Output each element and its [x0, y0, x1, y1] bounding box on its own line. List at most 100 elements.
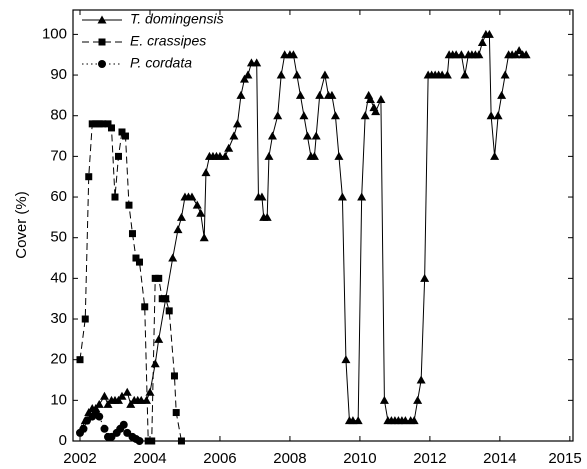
data-point [229, 131, 239, 140]
series-line [79, 123, 182, 442]
x-tick-label: 2012 [413, 450, 446, 467]
data-point [264, 151, 274, 160]
data-point [292, 70, 302, 79]
data-point [132, 254, 140, 262]
legend-label: P. cordata [130, 55, 192, 71]
data-point [309, 151, 319, 160]
y-tick-label: 10 [50, 391, 67, 408]
legend-label: T. domingensis [130, 11, 224, 27]
data-point [500, 70, 510, 79]
data-point [173, 225, 183, 234]
data-point [460, 70, 470, 79]
data-point [81, 315, 89, 323]
y-tick-label: 60 [50, 188, 67, 205]
data-point [172, 409, 180, 417]
data-point [521, 50, 531, 59]
y-tick-label: 0 [59, 432, 67, 449]
data-point [155, 274, 163, 282]
data-point [187, 192, 197, 201]
data-point [360, 111, 370, 120]
data-point [514, 46, 524, 55]
y-tick-label: 100 [42, 25, 67, 42]
data-point [99, 391, 109, 400]
series-line [81, 33, 527, 429]
data-point [177, 437, 185, 445]
data-point [236, 90, 246, 99]
data-point [196, 208, 206, 217]
x-tick-label: 2014 [483, 450, 516, 467]
data-point [141, 395, 151, 404]
data-point [220, 151, 230, 160]
data-point [477, 38, 487, 47]
data-point [490, 151, 500, 160]
data-point [420, 273, 430, 282]
data-point [456, 50, 466, 59]
data-point [262, 212, 272, 221]
data-point [135, 437, 144, 445]
data-point [243, 70, 253, 79]
data-point [302, 131, 312, 140]
data-point [371, 107, 381, 116]
data-point [103, 399, 113, 408]
data-point [95, 412, 104, 421]
data-point [330, 111, 340, 120]
y-tick-label: 40 [50, 269, 67, 286]
data-point [413, 395, 423, 404]
data-point [150, 359, 160, 368]
data-point [125, 201, 133, 209]
data-point [111, 193, 119, 201]
data-point [257, 192, 267, 201]
y-tick-label: 20 [50, 351, 67, 368]
data-point [288, 50, 298, 59]
data-point [416, 375, 426, 384]
data-point [484, 29, 494, 38]
data-point [76, 356, 84, 364]
data-point [168, 253, 178, 262]
data-point [511, 50, 521, 59]
data-point [341, 355, 351, 364]
y-tick-label: 70 [50, 147, 67, 164]
data-point [276, 70, 286, 79]
data-point [376, 94, 386, 103]
data-point [320, 70, 330, 79]
y-tick-label: 90 [50, 66, 67, 83]
x-tick-label: 2008 [273, 450, 306, 467]
data-point [327, 90, 337, 99]
data-point [113, 395, 123, 404]
y-tick-label: 80 [50, 107, 67, 124]
data-point [135, 258, 143, 266]
data-point [357, 192, 367, 201]
data-point [267, 131, 277, 140]
data-point [311, 131, 321, 140]
data-point [199, 233, 209, 242]
y-tick-label: 30 [50, 310, 67, 327]
legend-marker [98, 38, 106, 46]
data-point [273, 111, 283, 120]
data-point [486, 111, 496, 120]
data-point [299, 111, 309, 120]
data-point [94, 399, 104, 408]
plot-frame [72, 9, 574, 442]
data-point [365, 94, 375, 103]
y-tick-label: 50 [50, 229, 67, 246]
data-point [141, 303, 149, 311]
data-point [162, 295, 170, 303]
data-point [85, 173, 93, 181]
data-point [192, 200, 202, 209]
data-point [493, 111, 503, 120]
data-point [315, 90, 325, 99]
data-point [176, 212, 186, 221]
data-point [122, 387, 132, 396]
data-point [126, 399, 136, 408]
x-tick-label: 2015 [548, 450, 581, 467]
data-point [165, 307, 173, 315]
data-point [295, 90, 305, 99]
data-point [379, 395, 389, 404]
data-point [252, 58, 262, 67]
data-point [117, 391, 127, 400]
data-point [148, 437, 156, 445]
data-point [145, 387, 155, 396]
data-point [474, 50, 484, 59]
data-point [104, 120, 112, 128]
